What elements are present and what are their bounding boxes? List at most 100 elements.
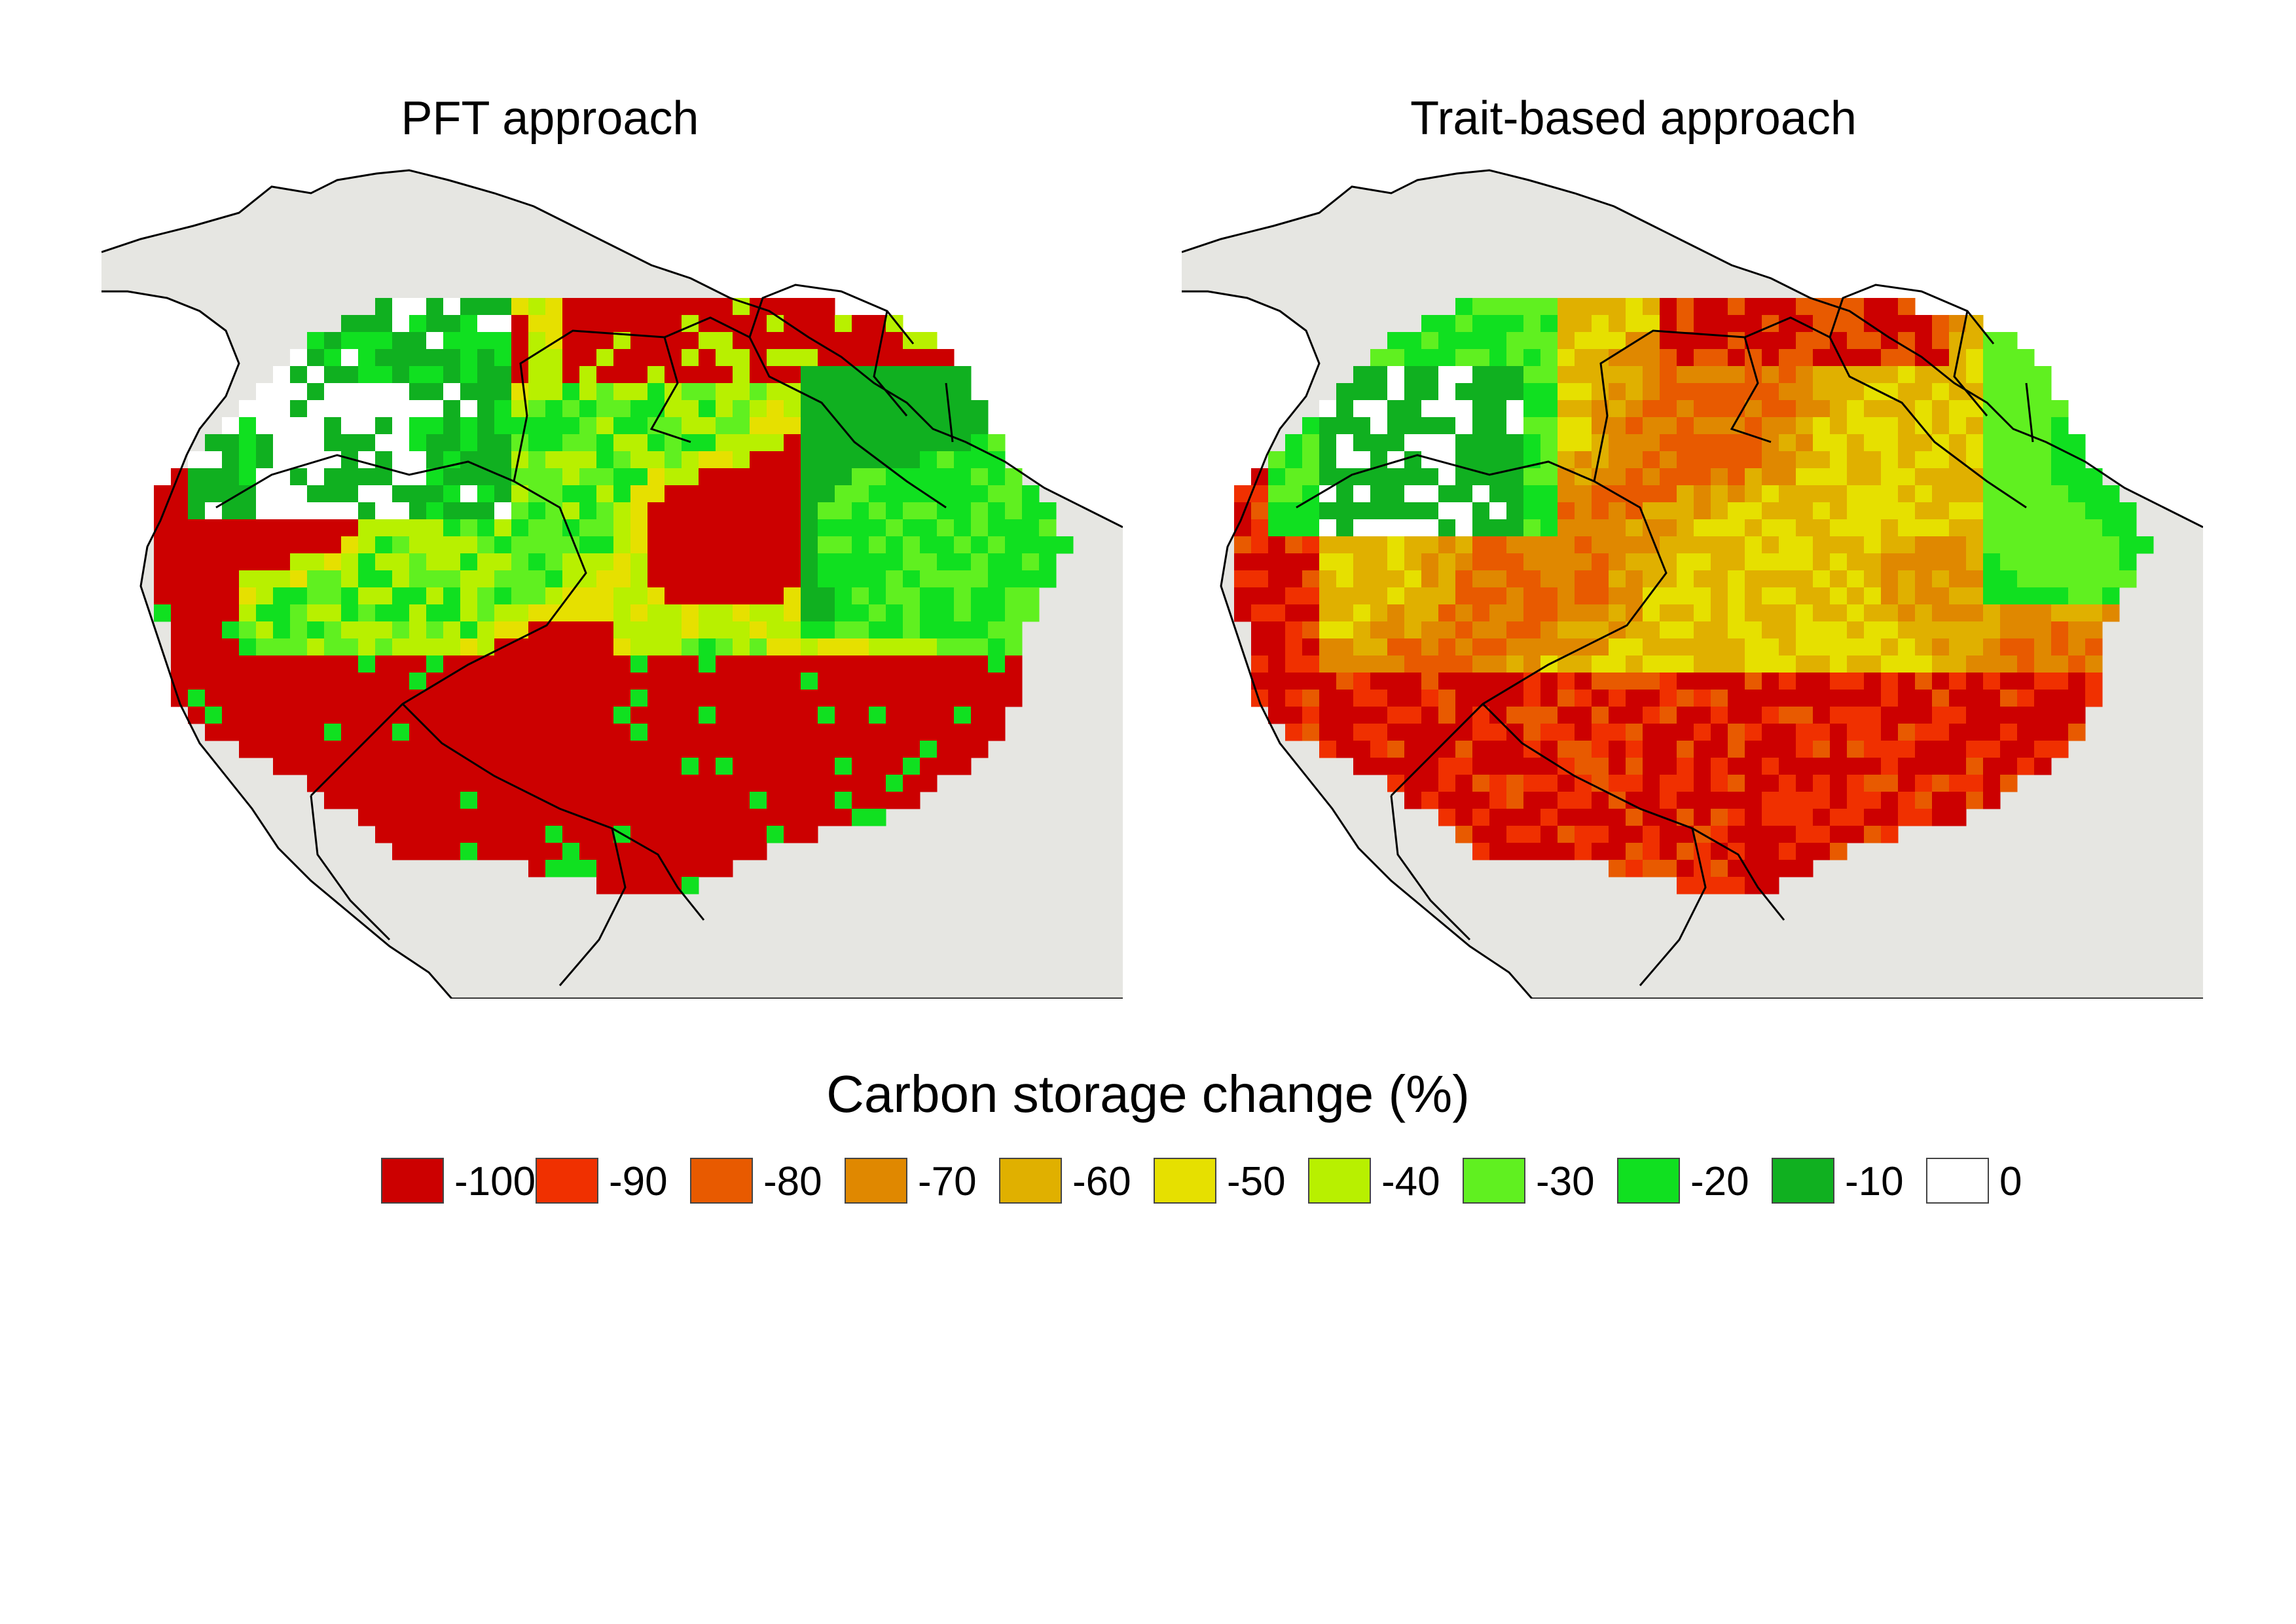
grid-cell — [1983, 638, 2001, 656]
grid-cell — [2068, 621, 2086, 639]
grid-cell — [835, 792, 852, 809]
grid-cell — [1472, 383, 1490, 401]
grid-cell — [528, 536, 546, 554]
grid-cell — [818, 519, 835, 537]
grid-cell — [1353, 724, 1371, 741]
grid-cell — [443, 332, 461, 350]
grid-cell — [699, 366, 716, 384]
grid-cell — [971, 673, 989, 690]
grid-cell — [375, 690, 393, 707]
grid-cell — [1592, 553, 1609, 571]
grid-cell — [2085, 553, 2103, 571]
grid-cell — [1915, 638, 1933, 656]
grid-cell — [443, 843, 461, 860]
grid-cell — [171, 570, 189, 588]
grid-cell — [716, 860, 733, 877]
grid-cell — [460, 792, 478, 809]
grid-cell — [1983, 792, 2001, 809]
grid-cell — [1387, 724, 1405, 741]
grid-cell — [1558, 366, 1575, 384]
grid-cell — [1626, 587, 1643, 605]
grid-cell — [1540, 400, 1558, 418]
grid-cell — [1626, 843, 1643, 860]
grid-cell — [1336, 604, 1354, 622]
grid-cell — [665, 758, 682, 775]
grid-cell — [1506, 332, 1524, 350]
grid-cell — [2102, 587, 2120, 605]
grid-cell — [1558, 332, 1575, 350]
grid-cell — [1830, 843, 1848, 860]
grid-cell — [1711, 298, 1728, 316]
grid-cell — [1779, 349, 1796, 367]
grid-cell — [1540, 332, 1558, 350]
grid-cell — [1438, 741, 1456, 758]
grid-cell — [1489, 587, 1507, 605]
grid-cell — [1796, 792, 1813, 809]
grid-cell — [1830, 724, 1848, 741]
grid-cell — [409, 366, 427, 384]
grid-cell — [239, 673, 257, 690]
grid-cell — [1966, 638, 1984, 656]
grid-cell — [1540, 553, 1558, 571]
grid-cell — [222, 638, 240, 656]
grid-cell — [1626, 536, 1643, 554]
grid-cell — [1847, 775, 1865, 792]
grid-cell — [477, 775, 495, 792]
grid-cell — [869, 468, 886, 486]
grid-cell — [1592, 383, 1609, 401]
grid-cell — [1881, 758, 1899, 775]
grid-cell — [341, 536, 359, 554]
grid-cell — [528, 758, 546, 775]
grid-cell — [1404, 690, 1422, 707]
grid-cell — [1949, 621, 1967, 639]
grid-cell — [971, 553, 989, 571]
grid-cell — [1609, 604, 1626, 622]
grid-cell — [494, 621, 512, 639]
grid-cell — [1983, 434, 2001, 452]
grid-cell — [307, 519, 325, 537]
grid-cell — [1643, 366, 1660, 384]
grid-cell — [1404, 434, 1422, 452]
grid-cell — [682, 758, 699, 775]
grid-cell — [545, 860, 563, 877]
grid-cell — [2034, 758, 2052, 775]
grid-cell — [1455, 604, 1473, 622]
grid-cell — [1898, 485, 1916, 503]
grid-cell — [460, 707, 478, 724]
grid-cell — [545, 587, 563, 605]
grid-cell — [511, 809, 529, 826]
grid-cell — [1626, 400, 1643, 418]
grid-cell — [1983, 519, 2001, 537]
grid-cell — [767, 758, 784, 775]
grid-cell — [920, 349, 938, 367]
grid-cell — [682, 792, 699, 809]
grid-cell — [1830, 621, 1848, 639]
grid-cell — [545, 400, 563, 418]
grid-cell — [256, 434, 274, 452]
grid-cell — [1438, 621, 1456, 639]
grid-cell — [1932, 655, 1950, 673]
grid-cell — [1779, 502, 1796, 520]
grid-cell — [358, 792, 376, 809]
grid-cell — [460, 298, 478, 316]
grid-cell — [171, 519, 189, 537]
grid-cell — [630, 417, 648, 435]
grid-cell — [1779, 417, 1796, 435]
grid-cell — [988, 553, 1006, 571]
grid-cell — [1677, 400, 1694, 418]
grid-cell — [1558, 673, 1575, 690]
grid-cell — [1881, 741, 1899, 758]
grid-cell — [341, 468, 359, 486]
grid-cell — [1472, 502, 1490, 520]
grid-cell — [954, 570, 972, 588]
grid-cell — [1881, 468, 1899, 486]
grid-cell — [2051, 519, 2069, 537]
grid-cell — [1949, 775, 1967, 792]
grid-cell — [2119, 502, 2137, 520]
grid-cell — [1558, 468, 1575, 486]
grid-cell — [290, 400, 308, 418]
grid-cell — [1711, 843, 1728, 860]
grid-cell — [2051, 724, 2069, 741]
grid-cell — [545, 775, 563, 792]
grid-cell — [460, 638, 478, 656]
